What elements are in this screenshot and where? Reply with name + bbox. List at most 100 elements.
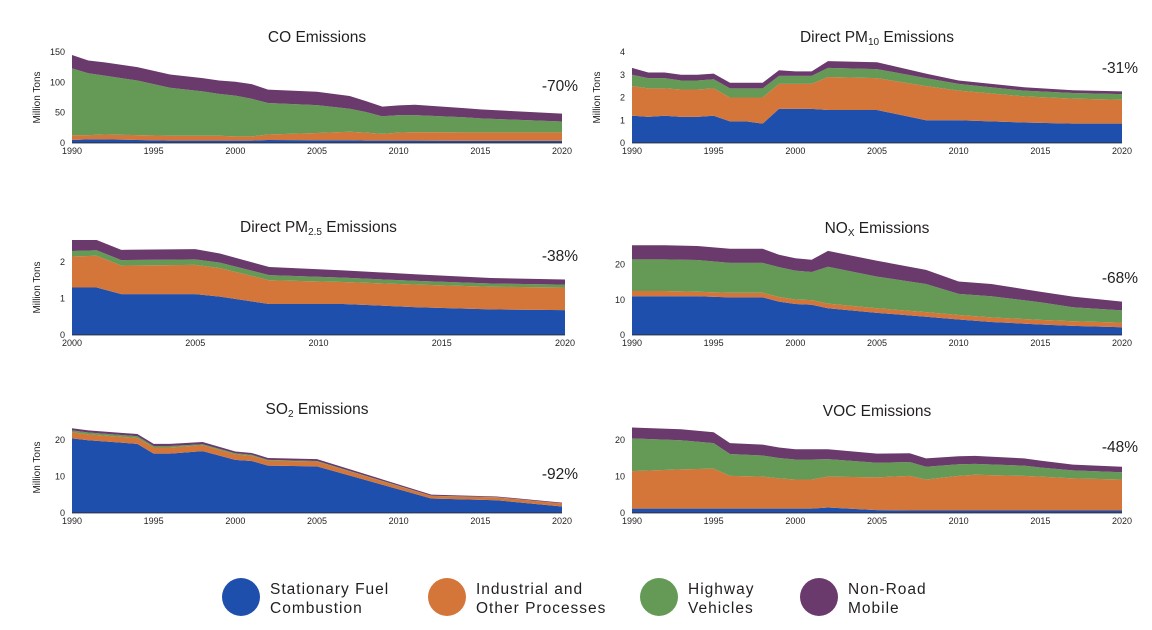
area-series-highway [632, 259, 1122, 323]
legend-label-line: Other Processes [476, 600, 607, 617]
x-tick-label: 2010 [308, 338, 328, 348]
x-tick-label: 1990 [62, 516, 82, 526]
x-tick-label: 1990 [622, 146, 642, 156]
y-tick-label: 100 [50, 77, 65, 87]
area-series-industrial [72, 131, 562, 141]
x-tick-label: 2015 [1030, 516, 1050, 526]
x-tick-label: 2000 [785, 516, 805, 526]
y-tick-label: 150 [50, 47, 65, 57]
area-series-stationary [72, 139, 562, 143]
x-tick-label: 2020 [1112, 516, 1132, 526]
chart-title: Direct PM10 Emissions [800, 29, 954, 48]
area-series-stationary [632, 507, 1122, 513]
chart-title: NOX Emissions [825, 220, 930, 239]
x-tick-label: 2000 [785, 338, 805, 348]
legend-swatch-nonroad [800, 578, 838, 616]
percent-change-label: -38% [542, 248, 578, 265]
area-series-nonroad [632, 427, 1122, 473]
area-series-highway [632, 67, 1122, 100]
x-tick-label: 2010 [949, 516, 969, 526]
legend-label-nonroad: Non-Road Mobile [848, 580, 1018, 618]
y-tick-label: 0 [620, 138, 625, 148]
legend-label-line: Combustion [270, 600, 363, 617]
x-tick-label: 2015 [470, 146, 490, 156]
x-tick-label: 1995 [704, 338, 724, 348]
legend-label-line: Vehicles [688, 600, 754, 617]
chart-panel: 2000 2005 2010 2015 2020 0 1 2 Million Tons Direc… [32, 219, 578, 348]
y-tick-label: 20 [615, 435, 625, 445]
chart-panel: 1990 1995 2000 2005 2010 2015 2020 0 1 2 3 4 Million… [592, 29, 1138, 156]
percent-change-label: -31% [1102, 60, 1138, 77]
y-tick-label: 10 [55, 472, 65, 482]
x-tick-label: 1990 [622, 338, 642, 348]
x-tick-label: 1990 [622, 516, 642, 526]
legend-label-highway: Highway Vehicles [688, 580, 858, 618]
x-tick-label: 2005 [867, 146, 887, 156]
percent-change-label: -48% [1102, 439, 1138, 456]
area-series-nonroad [72, 240, 565, 285]
area-series-stationary [72, 287, 565, 335]
x-tick-label: 1995 [144, 516, 164, 526]
x-tick-label: 1995 [704, 516, 724, 526]
chart-panel: 1990 1995 2000 2005 2010 2015 2020 0 50 100 150 Mil… [32, 29, 578, 156]
legend-swatch-stationary [222, 578, 260, 616]
x-tick-label: 2015 [1030, 338, 1050, 348]
area-series-industrial [72, 432, 562, 507]
y-tick-label: 50 [55, 108, 65, 118]
x-tick-label: 1990 [62, 146, 82, 156]
x-tick-label: 2000 [785, 146, 805, 156]
x-tick-label: 2005 [185, 338, 205, 348]
x-tick-label: 2015 [470, 516, 490, 526]
area-series-nonroad [632, 245, 1122, 311]
area-series-stationary [632, 296, 1122, 335]
area-series-industrial [632, 468, 1122, 511]
x-tick-label: 2020 [1112, 146, 1132, 156]
percent-change-label: -92% [542, 466, 578, 483]
x-tick-label: 2000 [62, 338, 82, 348]
legend-label-line: Industrial and [476, 581, 584, 598]
x-tick-label: 2010 [389, 146, 409, 156]
x-tick-label: 2005 [867, 338, 887, 348]
x-tick-label: 2000 [225, 146, 245, 156]
x-tick-label: 2005 [307, 516, 327, 526]
y-tick-label: 0 [620, 330, 625, 340]
y-tick-label: 20 [615, 260, 625, 270]
area-series-highway [72, 68, 562, 137]
x-tick-label: 2010 [389, 516, 409, 526]
y-tick-label: 10 [615, 295, 625, 305]
y-axis-label: Million Tons [32, 441, 43, 493]
chart-title: CO Emissions [268, 29, 366, 46]
area-series-stationary [72, 438, 562, 513]
percent-change-label: -68% [1102, 270, 1138, 287]
x-tick-label: 1995 [704, 146, 724, 156]
x-tick-label: 2010 [949, 338, 969, 348]
y-tick-label: 2 [620, 93, 625, 103]
area-series-nonroad [72, 55, 562, 122]
y-tick-label: 1 [60, 293, 65, 303]
legend-label-stationary: Stationary Fuel Combustion [270, 580, 440, 618]
legend-label-line: Highway [688, 581, 755, 598]
y-tick-label: 1 [620, 115, 625, 125]
legend-label-industrial: Industrial and Other Processes [476, 580, 646, 618]
y-tick-label: 0 [620, 508, 625, 518]
legend-label-line: Non-Road [848, 581, 927, 598]
x-tick-label: 1995 [144, 146, 164, 156]
chart-panel: 1990 1995 2000 2005 2010 2015 2020 0 10 20 Million… [32, 401, 578, 526]
x-tick-label: 2015 [1030, 146, 1050, 156]
y-tick-label: 2 [60, 257, 65, 267]
legend-label-line: Stationary Fuel [270, 581, 390, 598]
y-axis-label: Million Tons [32, 261, 43, 313]
x-tick-label: 2020 [555, 338, 575, 348]
x-tick-label: 2005 [307, 146, 327, 156]
chart-panel: 1990 1995 2000 2005 2010 2015 2020 0 10 20 NOX Emi… [615, 220, 1138, 348]
y-tick-label: 20 [55, 435, 65, 445]
area-series-nonroad [632, 61, 1122, 95]
y-tick-label: 0 [60, 508, 65, 518]
x-tick-label: 2020 [552, 146, 572, 156]
y-tick-label: 4 [620, 47, 625, 57]
chart-title: SO2 Emissions [266, 401, 369, 420]
y-tick-label: 10 [615, 472, 625, 482]
chart-title: Direct PM2.5 Emissions [240, 219, 397, 238]
x-tick-label: 2020 [1112, 338, 1132, 348]
chart-legend: Stationary Fuel Combustion Industrial an… [0, 568, 1152, 624]
